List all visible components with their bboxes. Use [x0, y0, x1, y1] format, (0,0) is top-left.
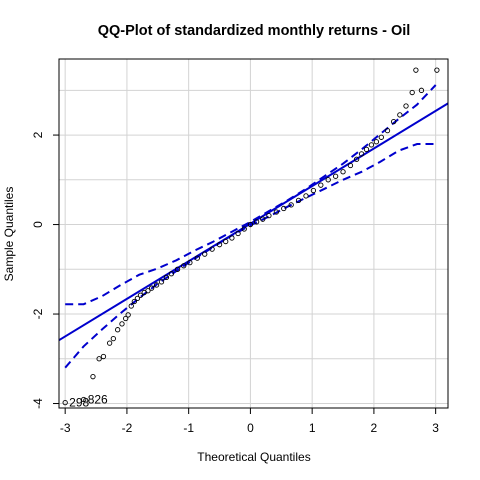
x-tick-label: 0 — [247, 421, 254, 435]
reference-line-group — [58, 102, 449, 342]
chart-title: QQ-Plot of standardized monthly returns … — [98, 23, 411, 39]
data-point — [353, 156, 360, 162]
data-point — [358, 151, 365, 157]
data-point — [168, 271, 175, 277]
data-point — [310, 187, 317, 194]
confidence-envelope — [64, 84, 437, 369]
data-point — [332, 173, 339, 179]
data-point — [90, 374, 96, 380]
data-point — [434, 67, 440, 73]
data-point — [134, 295, 141, 302]
data-point — [418, 87, 425, 93]
data-point — [145, 288, 151, 294]
x-tick-label: -2 — [122, 421, 133, 435]
envelope-upper-line — [65, 84, 437, 306]
data-point — [119, 321, 125, 327]
data-point — [229, 235, 235, 241]
data-point — [373, 139, 380, 145]
x-axis-label: Theoretical Quantiles — [197, 450, 310, 464]
data-point — [181, 263, 187, 269]
data-point — [273, 209, 279, 215]
x-tick-label: 3 — [432, 421, 439, 435]
data-point — [288, 202, 294, 208]
data-point — [223, 238, 229, 245]
data-point — [397, 112, 403, 118]
grid-lines — [59, 59, 448, 408]
data-point — [96, 356, 102, 362]
data-point — [340, 169, 346, 175]
data-point — [384, 127, 391, 134]
data-point — [368, 142, 375, 148]
y-tick-label: -4 — [31, 398, 45, 409]
outlier-label: 826 — [88, 392, 108, 406]
data-point — [253, 219, 260, 225]
x-tick-label: -3 — [60, 421, 71, 435]
y-tick-label: 0 — [31, 221, 45, 228]
data-point — [325, 177, 331, 183]
data-point — [125, 312, 131, 318]
y-axis: -4 -2 0 2 — [31, 131, 60, 409]
data-point — [158, 279, 165, 285]
x-tick-label: 1 — [309, 421, 316, 435]
data-point — [194, 255, 200, 261]
x-tick-label: 2 — [371, 421, 378, 435]
data-point — [413, 67, 419, 73]
data-point — [110, 335, 116, 342]
y-axis-label: Sample Quantiles — [2, 187, 16, 282]
data-point — [123, 315, 129, 322]
y-tick-label: 2 — [31, 131, 45, 138]
envelope-lower-line — [64, 143, 436, 369]
data-point — [174, 266, 181, 272]
data-point — [106, 340, 113, 346]
data-point — [115, 327, 121, 333]
reference-line — [58, 102, 449, 342]
data-point — [62, 399, 68, 406]
data-point — [318, 182, 324, 188]
data-point — [216, 242, 223, 248]
y-tick-label: -2 — [31, 308, 45, 319]
data-point — [163, 274, 170, 280]
data-point — [295, 197, 302, 204]
data-point — [153, 282, 160, 288]
data-point — [403, 103, 409, 109]
data-point — [363, 146, 370, 153]
data-point — [391, 118, 397, 125]
data-point — [137, 292, 144, 298]
outlier-label: 298 — [69, 396, 89, 410]
data-point — [131, 298, 137, 305]
sample-points — [62, 67, 440, 406]
data-point — [209, 246, 215, 252]
data-point — [247, 221, 254, 228]
data-point — [266, 212, 272, 219]
data-point — [260, 216, 266, 222]
data-point — [148, 285, 155, 291]
x-axis: -3 -2 -1 0 1 2 3 — [60, 407, 439, 435]
data-point — [81, 396, 87, 403]
data-point — [409, 89, 415, 96]
data-point — [378, 134, 384, 140]
data-point — [202, 251, 208, 257]
data-point — [235, 230, 241, 237]
data-point — [187, 259, 193, 266]
data-point — [128, 303, 134, 309]
data-point — [241, 226, 247, 232]
x-tick-label: -1 — [183, 421, 194, 435]
data-point — [281, 205, 287, 212]
data-point — [100, 353, 107, 360]
data-point — [347, 162, 354, 169]
data-point — [303, 193, 309, 199]
